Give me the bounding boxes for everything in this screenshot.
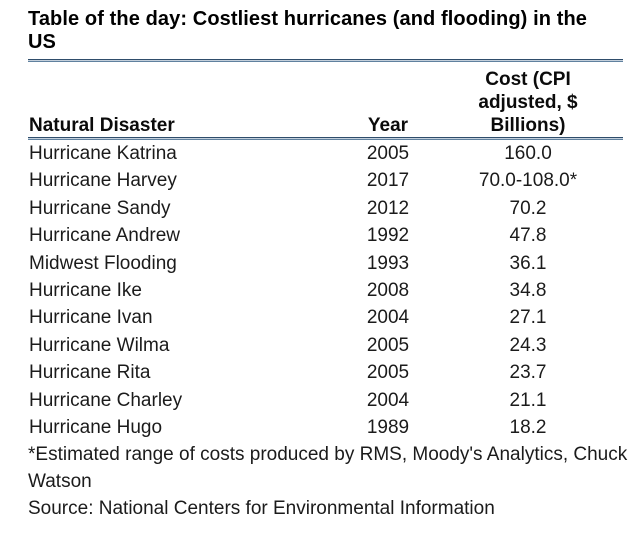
table-row: Hurricane Harvey 2017 70.0-108.0*	[28, 167, 618, 194]
cell-natural-disaster: Hurricane Katrina	[29, 143, 177, 164]
cell-cost: 70.2	[509, 197, 547, 219]
cell-cost: 21.1	[509, 389, 547, 411]
cell-year: 2012	[366, 197, 410, 219]
cell-year: 1993	[366, 252, 410, 274]
cell-year: 2017	[366, 170, 410, 192]
cell-natural-disaster: Hurricane Ivan	[29, 307, 153, 329]
column-header-cost: Cost (CPI adjusted, $ Billions)	[438, 68, 618, 137]
table-row: Hurricane Rita 2005 23.7	[28, 359, 618, 386]
footnote: *Estimated range of costs produced by RM…	[28, 444, 628, 493]
cell-year: 1989	[366, 416, 410, 438]
table-row: Hurricane Andrew 1992 47.8	[28, 222, 618, 249]
cell-year: 2005	[366, 334, 410, 356]
table-body: Hurricane Katrina 2005 160.0 Hurricane H…	[28, 140, 618, 441]
cell-natural-disaster: Hurricane Sandy	[29, 197, 171, 219]
table-header-row: Natural Disaster Year Cost (CPI adjusted…	[28, 68, 618, 137]
table-row: Hurricane Sandy 2012 70.2	[28, 195, 618, 222]
cell-natural-disaster: Hurricane Harvey	[29, 170, 177, 192]
cell-natural-disaster: Hurricane Hugo	[29, 416, 163, 438]
cell-natural-disaster: Hurricane Charley	[29, 389, 183, 411]
table-row: Hurricane Charley 2004 21.1	[28, 387, 618, 414]
title-divider	[28, 59, 623, 62]
cell-year: 2004	[366, 307, 410, 329]
table-row: Hurricane Hugo 1989 18.2	[28, 414, 618, 441]
cell-cost: 34.8	[509, 279, 547, 301]
cell-natural-disaster: Hurricane Rita	[29, 362, 151, 384]
cell-cost: 24.3	[509, 334, 547, 356]
table-row: Hurricane Wilma 2005 24.3	[28, 332, 618, 359]
cell-natural-disaster: Midwest Flooding	[29, 252, 177, 274]
column-header-natural-disaster: Natural Disaster	[29, 115, 175, 136]
column-header-year: Year	[367, 115, 409, 136]
source-line: Source: National Centers for Environment…	[28, 498, 495, 520]
table-row: Midwest Flooding 1993 36.1	[28, 250, 618, 277]
cell-natural-disaster: Hurricane Andrew	[29, 225, 181, 247]
cell-year: 2005	[366, 143, 410, 164]
cell-natural-disaster: Hurricane Wilma	[29, 334, 170, 356]
cell-year: 2004	[366, 389, 410, 411]
header-divider	[28, 137, 623, 140]
table-row: Hurricane Katrina 2005 160.0	[28, 140, 618, 167]
cell-year: 2005	[366, 362, 410, 384]
cell-cost: 36.1	[509, 252, 547, 274]
cell-cost: 70.0-108.0*	[478, 170, 578, 192]
cell-year: 2008	[366, 279, 410, 301]
cell-cost: 18.2	[509, 416, 547, 438]
cell-cost: 160.0	[504, 143, 552, 164]
cell-cost: 47.8	[509, 225, 547, 247]
table-row: Hurricane Ike 2008 34.8	[28, 277, 618, 304]
cell-cost: 23.7	[509, 362, 547, 384]
table-row: Hurricane Ivan 2004 27.1	[28, 304, 618, 331]
cell-natural-disaster: Hurricane Ike	[29, 279, 142, 301]
column-header-cost-label: Cost (CPI adjusted, $ Billions)	[478, 69, 578, 136]
cell-cost: 27.1	[509, 307, 547, 329]
page-title: Table of the day: Costliest hurricanes (…	[28, 8, 587, 53]
cell-year: 1992	[366, 225, 410, 247]
